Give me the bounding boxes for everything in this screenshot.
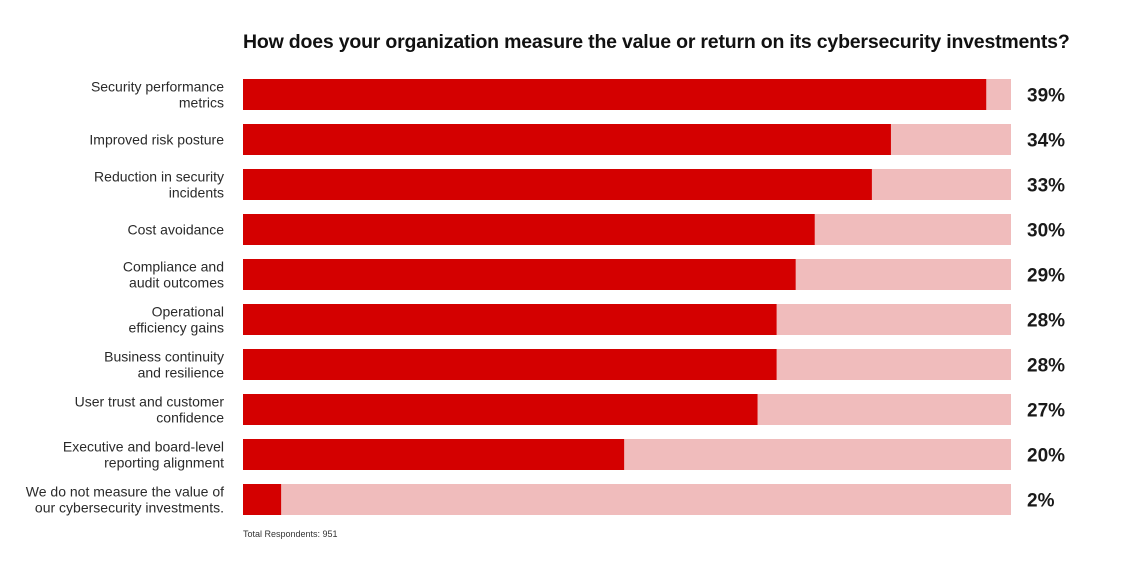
value-label: 27% <box>1027 401 1065 422</box>
bar <box>243 214 815 245</box>
bar <box>243 169 872 200</box>
chart-title: How does your organization measure the v… <box>243 31 1070 53</box>
category-label: We do not measure the value of <box>26 484 224 500</box>
value-label: 28% <box>1027 356 1065 377</box>
bar <box>243 259 796 290</box>
category-label: Security performance <box>91 79 224 95</box>
category-label: incidents <box>169 185 224 201</box>
value-label: 29% <box>1027 266 1065 287</box>
value-label: 20% <box>1027 446 1065 467</box>
bar <box>243 484 282 515</box>
category-label: reporting alignment <box>104 455 224 471</box>
category-label: confidence <box>156 410 224 426</box>
category-label: metrics <box>179 95 224 111</box>
bar <box>243 439 625 470</box>
category-label: efficiency gains <box>129 320 224 336</box>
category-label: Compliance and <box>123 259 224 275</box>
value-label: 30% <box>1027 221 1065 242</box>
bar <box>243 349 777 380</box>
value-label: 2% <box>1027 491 1055 512</box>
bar <box>243 79 987 110</box>
value-label: 33% <box>1027 176 1065 197</box>
category-label: Reduction in security <box>94 169 224 185</box>
category-label: Business continuity <box>104 349 224 365</box>
category-label: Executive and board-level <box>63 439 224 455</box>
bar <box>243 394 758 425</box>
category-label: User trust and customer <box>75 394 225 410</box>
value-label: 39% <box>1027 86 1065 107</box>
category-label: Operational <box>152 304 224 320</box>
category-label: our cybersecurity investments. <box>35 500 224 516</box>
category-label: audit outcomes <box>129 275 224 291</box>
bar-track <box>243 484 1011 515</box>
value-label: 34% <box>1027 131 1065 152</box>
category-label: and resilience <box>138 365 225 381</box>
bar <box>243 124 891 155</box>
footnote: Total Respondents: 951 <box>243 529 338 539</box>
value-label: 28% <box>1027 311 1065 332</box>
category-label: Improved risk posture <box>89 132 224 148</box>
bar <box>243 304 777 335</box>
category-label: Cost avoidance <box>127 222 224 238</box>
